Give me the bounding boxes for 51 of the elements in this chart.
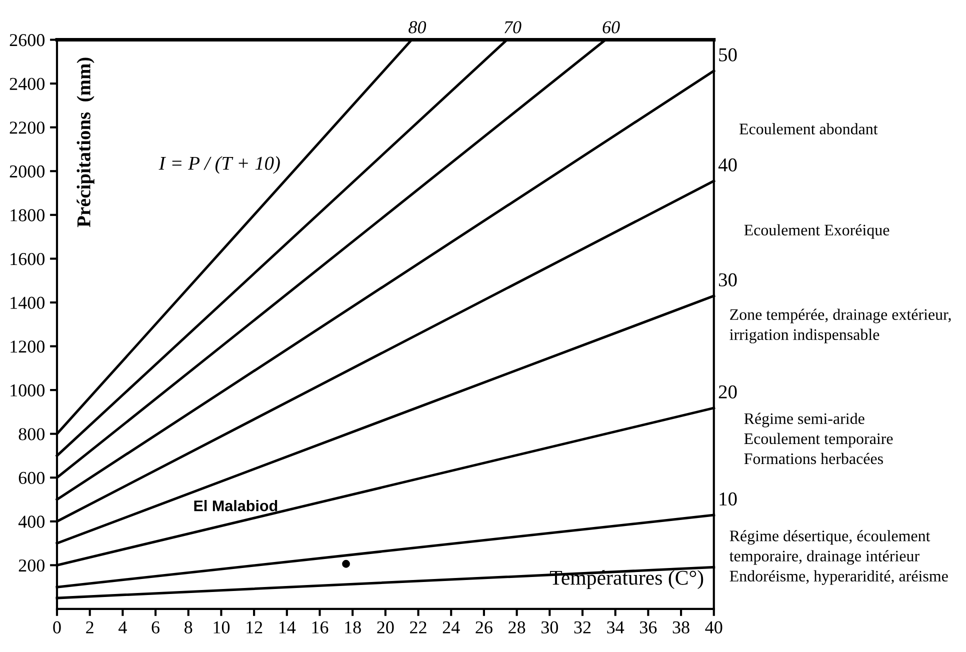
y-tick-label: 800: [18, 428, 44, 440]
text: Ecoulement Exoréique: [744, 224, 890, 239]
annotation: 40: [718, 158, 737, 172]
text: Régime semi-aride Ecoulement temporaire Formations herbacées: [744, 412, 893, 464]
x-tick-label: 30: [541, 621, 558, 634]
x-tick-label: 26: [476, 621, 492, 634]
x-tick-label: 32: [574, 621, 591, 634]
y-tick-label: 1800: [10, 209, 44, 222]
x-tick-label: 36: [640, 621, 657, 634]
y-tick-label: 1200: [10, 340, 44, 353]
x-tick-label: 16: [312, 621, 328, 634]
x-tick-label: 6: [152, 621, 160, 634]
annotation: 60: [602, 21, 620, 34]
x-tick-label: 14: [279, 621, 296, 634]
y-tick-label: 2600: [10, 34, 44, 46]
y-tick-label: 2200: [10, 122, 44, 134]
x-tick-label: 18: [345, 621, 361, 634]
x-tick-label: 10: [214, 621, 230, 634]
y-tick-label: 600: [18, 472, 44, 484]
x-tick-label: 34: [607, 621, 624, 634]
y-tick-label: 1000: [10, 384, 44, 396]
y-tick-label: 1600: [10, 252, 44, 266]
x-axis-title: Températures (C°): [550, 570, 704, 590]
text: Régime désertique, écoulement temporaire, drainage intérieur Endoréisme, hyperaridité, aréisme: [729, 530, 948, 585]
x-tick-label: 2: [86, 621, 94, 634]
x-tick-label: 22: [410, 621, 426, 634]
x-tick-label: 38: [672, 621, 690, 634]
y-tick-label: 2400: [10, 78, 44, 90]
x-tick-label: 0: [53, 621, 61, 634]
annotation: 10: [720, 492, 737, 506]
x-tick-label: 20: [377, 621, 394, 634]
x-tick-label: 24: [442, 621, 460, 634]
annotation: 20: [718, 385, 737, 398]
text: Zone tempérée, drainage extérieur, irrigation indispensable: [730, 308, 951, 344]
annotation: 50: [719, 48, 737, 62]
text: El Malabiod: [194, 500, 278, 512]
y-tick-label: 1400: [10, 296, 44, 309]
x-tick-label: 28: [508, 621, 526, 634]
x-tick-label: 12: [246, 621, 262, 634]
y-axis-title: Précipitations (mm): [76, 58, 94, 228]
y-tick-label: 400: [18, 516, 44, 528]
x-tick-label: 8: [184, 621, 192, 634]
y-tick-label: 2000: [10, 165, 44, 178]
y-tick-label: 200: [18, 559, 44, 572]
annotation: I = P / (T + 10): [158, 156, 280, 174]
annotation: 80: [408, 21, 426, 34]
x-tick-label: 4: [118, 621, 127, 634]
annotation: 70: [504, 21, 522, 34]
x-tick-label: 40: [705, 621, 722, 634]
annotation: 30: [718, 273, 737, 286]
text: Ecoulement abondant: [739, 123, 878, 134]
